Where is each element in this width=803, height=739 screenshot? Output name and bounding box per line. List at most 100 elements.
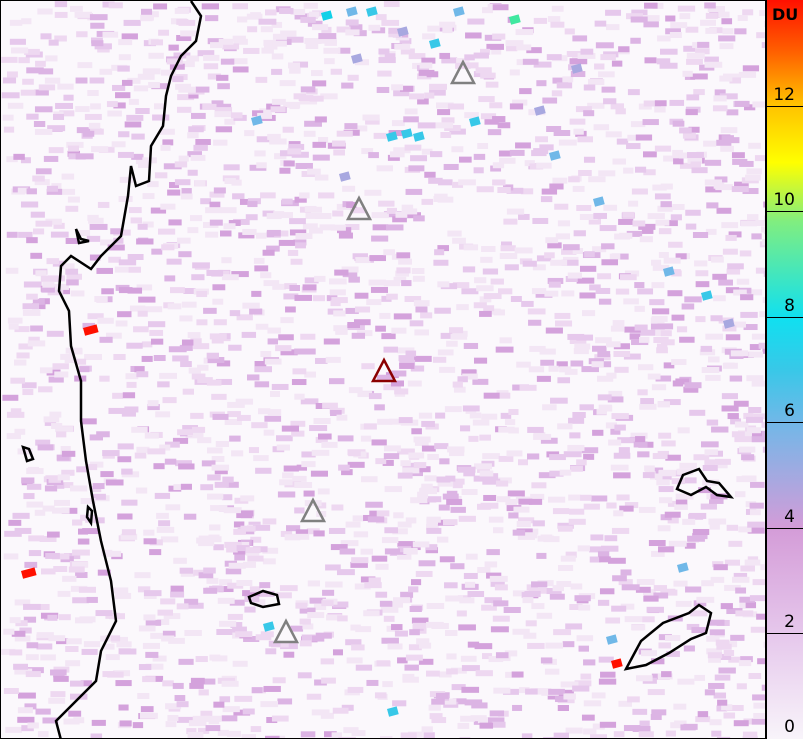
pixel xyxy=(40,654,56,661)
pixel xyxy=(438,179,453,186)
pixel xyxy=(388,31,402,38)
pixel xyxy=(278,334,294,341)
pixel xyxy=(499,253,518,260)
volcano-marker-highlighted-icon[interactable] xyxy=(370,357,398,383)
pixel xyxy=(68,710,82,717)
pixel xyxy=(429,713,443,720)
pixel xyxy=(445,475,456,482)
pixel xyxy=(3,126,15,133)
pixel xyxy=(410,579,422,586)
volcano-marker-icon[interactable] xyxy=(299,497,327,523)
pixel xyxy=(463,62,479,69)
volcano-marker-icon[interactable] xyxy=(345,195,373,221)
pixel xyxy=(569,337,587,344)
pixel xyxy=(656,479,670,486)
pixel xyxy=(507,490,525,497)
pixel xyxy=(118,195,133,202)
pixel xyxy=(563,693,576,700)
pixel xyxy=(310,70,323,77)
pixel xyxy=(55,102,74,109)
pixel xyxy=(618,46,630,53)
pixel xyxy=(496,496,511,503)
pixel xyxy=(17,707,33,714)
pixel xyxy=(447,446,465,453)
pixel xyxy=(427,25,440,32)
pixel xyxy=(266,245,280,252)
pixel xyxy=(446,340,458,347)
pixel xyxy=(128,98,139,105)
pixel xyxy=(731,152,745,159)
pixel xyxy=(309,95,324,102)
pixel xyxy=(516,521,531,528)
volcano-marker-icon[interactable] xyxy=(449,59,477,85)
pixel xyxy=(572,35,588,42)
pixel xyxy=(557,377,571,384)
pixel xyxy=(383,384,402,391)
pixel xyxy=(752,694,765,701)
pixel xyxy=(393,597,411,604)
pixel xyxy=(495,346,514,353)
colorbar-tick-label: 8 xyxy=(784,295,795,316)
pixel xyxy=(220,230,232,237)
pixel xyxy=(610,428,621,435)
pixel xyxy=(374,404,385,411)
pixel xyxy=(630,432,648,439)
high-so2-pixel xyxy=(549,150,561,161)
pixel xyxy=(66,638,82,645)
pixel xyxy=(136,446,150,453)
pixel xyxy=(724,559,741,566)
pixel xyxy=(169,182,180,189)
pixel xyxy=(702,464,718,471)
pixel xyxy=(14,428,26,435)
pixel xyxy=(428,704,441,711)
pixel xyxy=(205,231,219,238)
pixel xyxy=(504,264,519,271)
pixel xyxy=(595,337,612,344)
high-so2-pixel xyxy=(453,6,465,17)
pixel xyxy=(162,680,174,687)
pixel xyxy=(23,616,37,623)
pixel xyxy=(362,114,380,121)
pixel xyxy=(289,285,301,292)
pixel xyxy=(551,5,564,12)
pixel xyxy=(720,653,732,660)
pixel xyxy=(181,339,194,346)
pixel xyxy=(569,432,581,439)
pixel xyxy=(472,419,490,426)
pixel xyxy=(354,306,371,313)
pixel xyxy=(212,413,229,420)
pixel xyxy=(174,695,186,702)
map-panel[interactable] xyxy=(0,0,766,739)
pixel xyxy=(673,580,688,587)
pixel xyxy=(191,112,206,119)
pixel xyxy=(599,721,617,728)
pixel xyxy=(46,369,61,376)
pixel xyxy=(82,528,99,535)
pixel xyxy=(684,542,696,549)
pixel xyxy=(381,19,400,26)
pixel xyxy=(250,12,261,19)
pixel xyxy=(241,734,257,738)
pixel xyxy=(704,179,723,186)
pixel xyxy=(643,100,661,107)
pixel xyxy=(739,160,754,167)
pixel xyxy=(521,733,533,738)
pixel xyxy=(450,667,467,674)
pixel xyxy=(60,445,71,452)
pixel xyxy=(138,664,152,671)
high-so2-pixel xyxy=(321,10,333,21)
pixel xyxy=(227,411,241,418)
pixel xyxy=(157,609,173,616)
pixel xyxy=(613,452,631,459)
pixel xyxy=(567,333,585,340)
pixel xyxy=(262,518,277,525)
volcano-marker-icon[interactable] xyxy=(272,618,300,644)
pixel xyxy=(660,183,673,190)
pixel xyxy=(182,61,195,68)
pixel xyxy=(675,253,687,260)
pixel xyxy=(675,498,688,505)
pixel xyxy=(279,479,293,486)
pixel xyxy=(270,391,281,398)
pixel xyxy=(22,309,41,316)
pixel xyxy=(122,392,136,399)
